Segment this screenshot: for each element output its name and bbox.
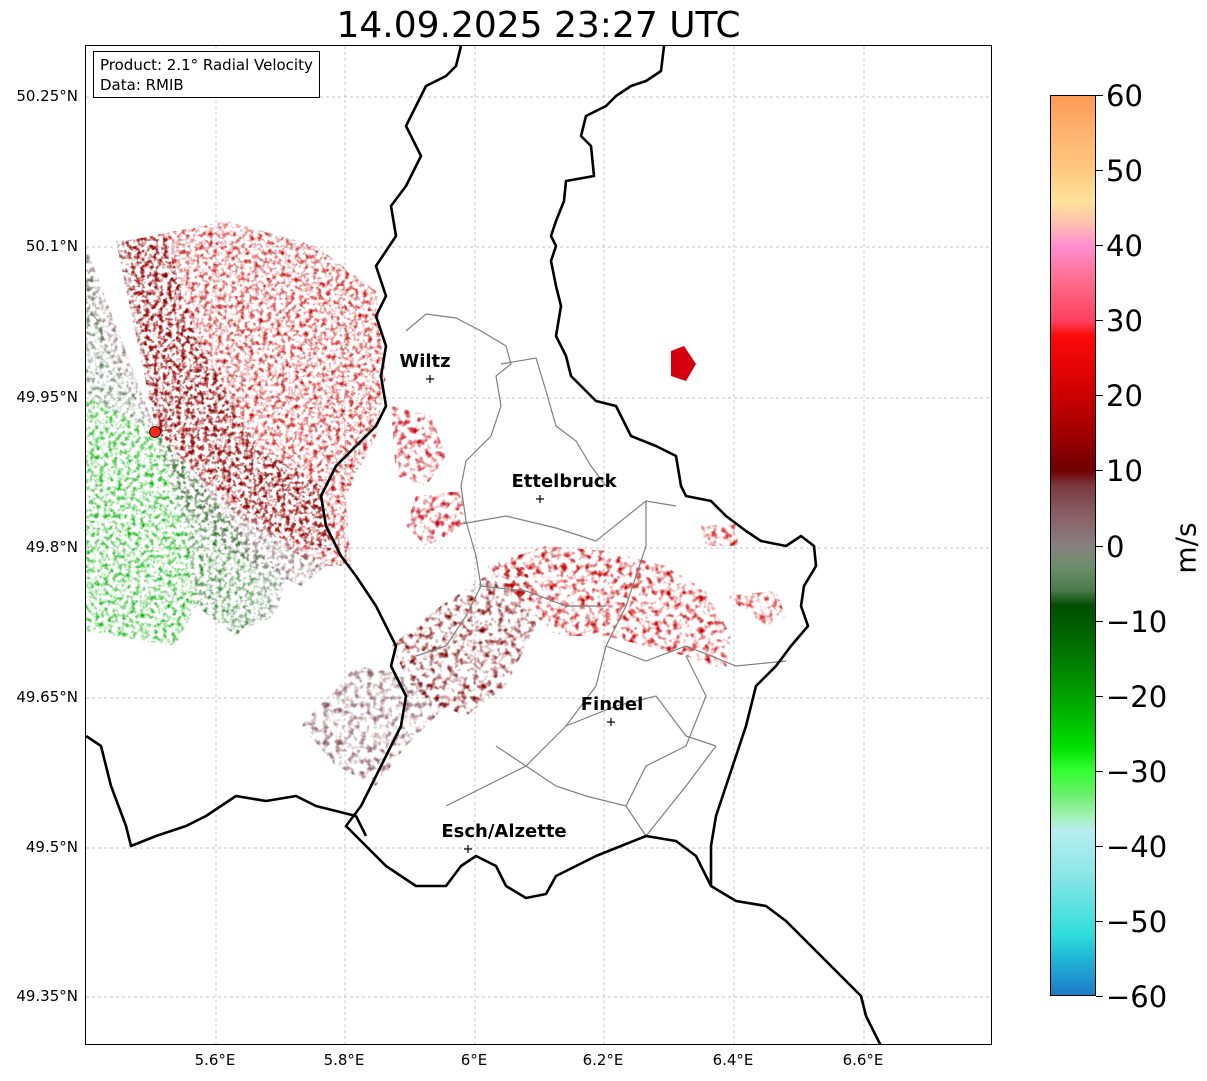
colorbar-tick bbox=[1096, 170, 1103, 172]
product-label: Product: 2.1° Radial Velocity bbox=[100, 56, 313, 74]
colorbar-tick bbox=[1096, 545, 1103, 547]
lon-label: 6.6°E bbox=[842, 1051, 884, 1069]
lon-label: 6°E bbox=[460, 1051, 488, 1069]
echo-ne-cell bbox=[671, 346, 696, 381]
echo-central-darkred bbox=[391, 566, 536, 716]
data-source-label: Data: RMIB bbox=[100, 76, 184, 94]
lat-label: 49.95°N bbox=[16, 388, 78, 406]
colorbar-tick-label: 40 bbox=[1106, 229, 1143, 264]
echo-green-sector bbox=[86, 396, 196, 646]
colorbar-tick-label: 10 bbox=[1106, 454, 1143, 489]
city-label-findel: Findel bbox=[580, 694, 644, 715]
map-canvas bbox=[86, 46, 991, 1044]
velocity-colorbar bbox=[1050, 95, 1096, 996]
lon-label: 6.4°E bbox=[712, 1051, 754, 1069]
colorbar-tick bbox=[1096, 620, 1103, 622]
colorbar-tick bbox=[1096, 770, 1103, 772]
echo-central-red bbox=[486, 546, 731, 671]
city-markers bbox=[426, 375, 615, 853]
colorbar-tick bbox=[1096, 95, 1103, 96]
echo-sw-mauve bbox=[301, 666, 446, 786]
cantonal-borders bbox=[405, 313, 787, 837]
colorbar-tick bbox=[1096, 395, 1103, 397]
colorbar-tick-label: 0 bbox=[1106, 529, 1125, 564]
city-label-ettelbruck: Ettelbruck bbox=[511, 471, 617, 492]
colorbar-tick bbox=[1096, 845, 1103, 847]
lat-label: 50.1°N bbox=[25, 237, 78, 255]
colorbar-tick bbox=[1096, 470, 1103, 472]
lat-label: 49.5°N bbox=[25, 838, 78, 856]
echo-grey-green bbox=[86, 246, 286, 636]
colorbar-tick-label: −10 bbox=[1106, 604, 1168, 639]
map-title: 14.09.2025 23:27 UTC bbox=[336, 5, 741, 46]
colorbar-tick-label: −40 bbox=[1106, 829, 1168, 864]
colorbar-tick-label: 30 bbox=[1106, 304, 1143, 339]
echo-darkgreen-sector bbox=[156, 431, 266, 636]
colorbar-tick-label: −30 bbox=[1106, 754, 1168, 789]
city-label-esch-alzette: Esch/Alzette bbox=[441, 821, 567, 842]
echo-darkred-core bbox=[116, 236, 331, 551]
colorbar-tick bbox=[1096, 245, 1103, 247]
lat-label: 49.65°N bbox=[16, 688, 78, 706]
lat-label: 49.35°N bbox=[16, 987, 78, 1005]
colorbar-tick bbox=[1096, 920, 1103, 922]
colorbar-tick-label: −20 bbox=[1106, 679, 1168, 714]
colorbar-tick bbox=[1096, 996, 1103, 997]
lat-label: 49.8°N bbox=[25, 538, 78, 556]
colorbar-tick-label: −60 bbox=[1106, 980, 1168, 1014]
colorbar-tick-label: 20 bbox=[1106, 379, 1143, 414]
radar-site-marker bbox=[149, 426, 161, 438]
colorbar-unit-label: m/s bbox=[1169, 522, 1203, 574]
lon-label: 5.8°E bbox=[323, 1051, 365, 1069]
colorbar-tick-label: 50 bbox=[1106, 154, 1143, 189]
echo-wiltz-cells bbox=[391, 406, 466, 546]
echo-red-sector bbox=[126, 221, 386, 566]
lon-label: 5.6°E bbox=[194, 1051, 236, 1069]
national-borders bbox=[86, 46, 882, 1044]
colorbar-tick bbox=[1096, 695, 1103, 697]
city-label-wiltz: Wiltz bbox=[399, 351, 451, 372]
radar-map[interactable]: Wiltz Ettelbruck Findel Esch/Alzette bbox=[85, 45, 992, 1045]
radar-echoes bbox=[86, 221, 786, 786]
echo-east-red bbox=[701, 524, 786, 626]
colorbar-tick-label: −50 bbox=[1106, 904, 1168, 939]
colorbar-tick-label: 60 bbox=[1106, 79, 1143, 113]
lat-label: 50.25°N bbox=[16, 87, 78, 105]
product-info-box: Product: 2.1° Radial Velocity Data: RMIB bbox=[93, 51, 320, 98]
colorbar-tick bbox=[1096, 320, 1103, 322]
lon-label: 6.2°E bbox=[582, 1051, 624, 1069]
